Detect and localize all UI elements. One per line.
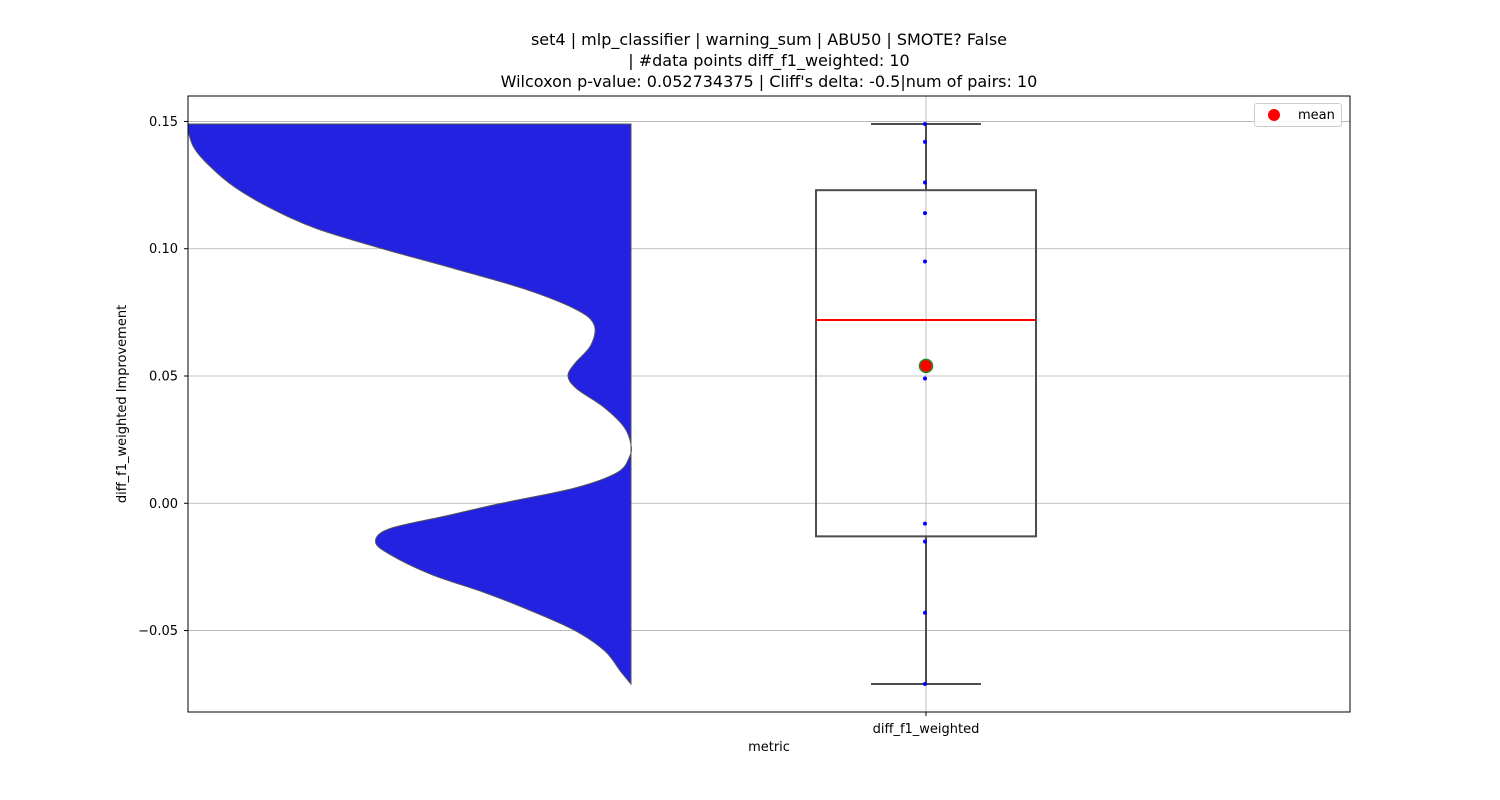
x-axis-ticks: diff_f1_weighted (873, 712, 980, 737)
data-point (923, 539, 927, 543)
legend-label: mean (1298, 108, 1335, 123)
data-point (923, 181, 927, 185)
y-axis-ticks: −0.05 0.00 0.05 0.10 0.15 (138, 115, 188, 639)
mean-marker (920, 359, 933, 372)
y-axis-label: diff_f1_weighted Improvement (115, 305, 130, 503)
data-point (923, 522, 927, 526)
legend-mean-marker-icon (1268, 109, 1280, 121)
x-axis-label: metric (748, 740, 790, 755)
y-tick-label: 0.10 (149, 242, 178, 257)
half-violin (187, 124, 632, 684)
data-point (923, 122, 927, 126)
violin-layer (187, 124, 632, 684)
mean-layer (920, 359, 933, 372)
legend: mean (1254, 103, 1342, 127)
data-point (923, 140, 927, 144)
data-point (923, 682, 927, 686)
data-point (923, 377, 927, 381)
data-point (923, 211, 927, 215)
y-tick-label: 0.05 (149, 370, 178, 385)
y-tick-label: 0.15 (149, 115, 178, 130)
y-tick-label: −0.05 (138, 624, 178, 639)
x-tick-label: diff_f1_weighted (873, 722, 980, 737)
data-point (923, 611, 927, 615)
y-tick-label: 0.00 (149, 497, 178, 512)
data-point (923, 259, 927, 263)
